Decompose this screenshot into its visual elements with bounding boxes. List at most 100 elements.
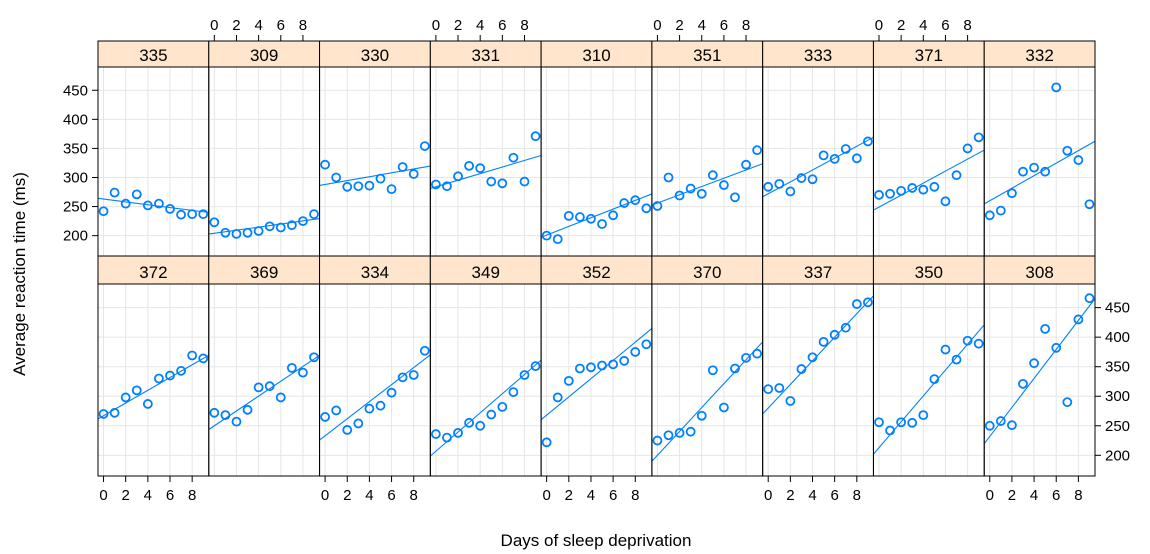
x-tick-label: 4 <box>587 487 595 504</box>
data-point <box>142 200 153 211</box>
data-point <box>984 210 995 221</box>
x-tick-label: 6 <box>609 487 617 504</box>
data-point <box>397 372 408 383</box>
strip-label-371: 371 <box>915 46 943 65</box>
x-tick-label: 6 <box>1052 487 1060 504</box>
data-point <box>497 401 508 412</box>
x-tick-label: 0 <box>321 487 329 504</box>
data-point <box>674 427 685 438</box>
strip-label-351: 351 <box>693 46 721 65</box>
data-point <box>187 350 198 361</box>
x-tick-label: 6 <box>277 17 285 34</box>
data-point <box>752 348 763 359</box>
data-point <box>896 185 907 196</box>
data-point <box>774 178 785 189</box>
data-point <box>131 189 142 200</box>
data-point <box>940 344 951 355</box>
x-tick-label: 2 <box>786 487 794 504</box>
data-point <box>929 374 940 385</box>
data-point <box>220 410 231 421</box>
data-point <box>840 322 851 333</box>
data-point <box>630 347 641 357</box>
data-point <box>563 210 574 221</box>
data-point <box>796 173 807 183</box>
data-point <box>541 437 552 448</box>
regression-line-351 <box>651 163 763 206</box>
data-point <box>962 143 973 154</box>
data-point <box>530 361 541 372</box>
data-point <box>973 132 984 143</box>
data-point <box>863 297 873 308</box>
data-point <box>120 392 131 403</box>
strip-371 <box>872 40 985 68</box>
data-point <box>419 141 430 151</box>
strip-334 <box>319 255 431 285</box>
strip-310 <box>540 40 653 68</box>
data-point <box>209 217 220 228</box>
strip-label-372: 372 <box>139 263 167 282</box>
data-point <box>718 402 729 413</box>
data-point <box>475 420 486 431</box>
strip-label-308: 308 <box>1025 263 1053 282</box>
x-tick-label: 0 <box>764 487 772 504</box>
data-point <box>586 362 596 373</box>
regression-line-352 <box>540 328 653 421</box>
x-tick-label: 6 <box>831 487 839 504</box>
x-tick-label: 0 <box>875 17 883 34</box>
data-point <box>741 159 751 170</box>
data-point <box>176 365 186 376</box>
data-point <box>874 417 884 428</box>
data-point <box>508 152 519 163</box>
data-point <box>1084 199 1095 210</box>
y-tick-label: 400 <box>1105 329 1130 346</box>
data-point <box>707 365 718 376</box>
regression-line-334 <box>319 354 431 441</box>
data-point <box>386 387 397 398</box>
strip-label-369: 369 <box>250 263 278 282</box>
data-point <box>198 353 209 364</box>
strip-label-335: 335 <box>139 46 167 65</box>
y-tick-label: 200 <box>1105 447 1130 464</box>
data-point <box>940 196 951 207</box>
x-tick-label: 4 <box>144 487 152 504</box>
data-point <box>796 364 807 374</box>
data-point <box>331 172 342 183</box>
data-point <box>851 299 862 309</box>
data-point <box>430 179 441 190</box>
x-tick-label: 0 <box>542 487 550 504</box>
strip-332 <box>983 40 1096 68</box>
x-tick-label: 4 <box>698 17 706 34</box>
x-tick-label: 0 <box>432 17 440 34</box>
data-point <box>342 425 353 435</box>
data-point <box>475 163 486 174</box>
data-point <box>386 184 397 195</box>
x-tick-label: 8 <box>188 487 196 504</box>
x-tick-label: 6 <box>720 17 728 34</box>
strip-372 <box>97 255 210 285</box>
x-tick-label: 0 <box>653 17 661 34</box>
data-point <box>1084 293 1095 304</box>
strip-label-331: 331 <box>472 46 500 65</box>
data-point <box>375 173 386 184</box>
data-point <box>397 162 408 172</box>
data-point <box>176 209 186 220</box>
data-point <box>120 198 131 209</box>
data-point <box>298 216 308 227</box>
data-point <box>1073 314 1084 325</box>
data-point <box>685 183 696 194</box>
data-point <box>209 407 220 418</box>
data-point <box>253 226 264 236</box>
y-tick-label: 300 <box>63 169 88 186</box>
data-point <box>929 181 940 192</box>
data-point <box>242 227 253 238</box>
data-point <box>1040 166 1051 177</box>
x-tick-label: 8 <box>963 17 971 34</box>
strip-309 <box>208 40 321 68</box>
data-point <box>785 186 796 197</box>
regression-line-309 <box>208 218 320 235</box>
x-tick-label: 2 <box>454 17 462 34</box>
data-point <box>353 418 364 429</box>
data-point <box>685 426 696 437</box>
regression-line-330 <box>319 165 431 186</box>
data-point <box>951 170 962 181</box>
